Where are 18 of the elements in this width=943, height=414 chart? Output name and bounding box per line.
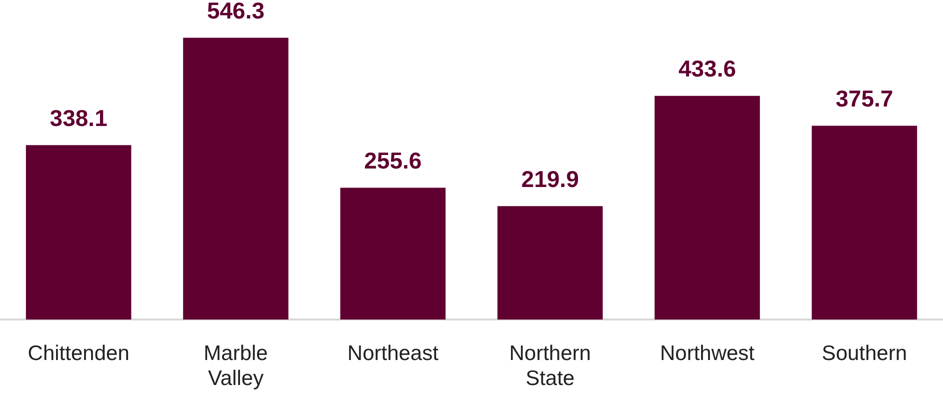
x-tick-label: Northeast xyxy=(347,342,439,365)
data-label: 338.1 xyxy=(50,104,108,131)
data-label: 375.7 xyxy=(836,86,894,112)
bar xyxy=(812,126,918,320)
bar xyxy=(654,96,760,320)
x-tick-label: Southern xyxy=(822,342,908,365)
bar xyxy=(340,188,446,320)
data-label: 433.6 xyxy=(678,56,736,82)
data-label: 219.9 xyxy=(521,166,579,192)
data-label: 255.6 xyxy=(364,148,422,174)
x-tick-label: Northern State xyxy=(509,342,591,390)
x-tick-label: Chittenden xyxy=(28,342,130,365)
bar xyxy=(26,145,132,320)
bar xyxy=(183,38,288,320)
data-label: 546.3 xyxy=(206,0,265,24)
bar xyxy=(497,206,603,320)
x-tick-label: Marble Valley xyxy=(204,342,268,390)
x-tick-label: Northwest xyxy=(660,342,755,365)
